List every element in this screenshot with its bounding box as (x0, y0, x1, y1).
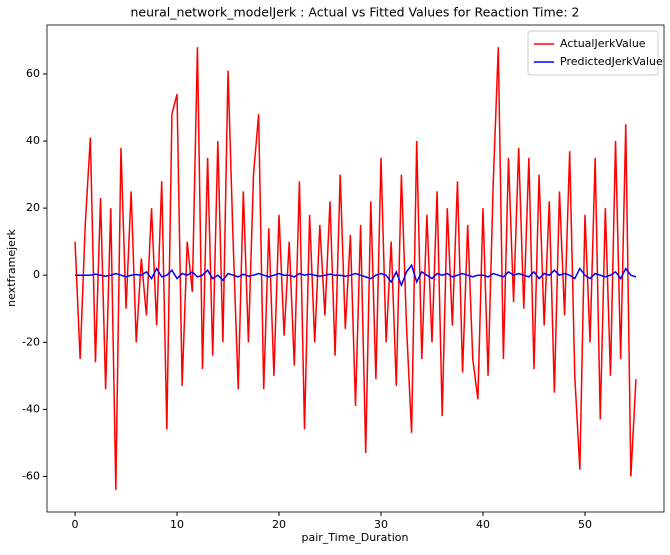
y-tick-label: -40 (22, 402, 40, 415)
y-tick-label: 40 (26, 134, 40, 147)
y-tick-label: 0 (33, 268, 40, 281)
legend-label: ActualJerkValue (560, 37, 646, 50)
y-axis-label: nextframejerk (5, 229, 18, 307)
y-tick-label: -20 (22, 335, 40, 348)
x-axis-label: pair_Time_Duration (302, 531, 409, 544)
chart-title: neural_network_modelJerk : Actual vs Fit… (130, 5, 579, 20)
y-tick-label: 60 (26, 67, 40, 80)
x-tick-label: 50 (578, 518, 592, 531)
y-tick-label: -60 (22, 469, 40, 482)
x-tick-label: 0 (72, 518, 79, 531)
x-tick-label: 10 (170, 518, 184, 531)
x-tick-label: 40 (476, 518, 490, 531)
x-tick-label: 30 (374, 518, 388, 531)
legend-label: PredictedJerkValue (560, 55, 663, 68)
plot-area (46, 24, 665, 513)
y-tick-label: 20 (26, 201, 40, 214)
data-line (75, 263, 637, 288)
legend-box (527, 30, 659, 76)
x-tick-label: 20 (272, 518, 286, 531)
